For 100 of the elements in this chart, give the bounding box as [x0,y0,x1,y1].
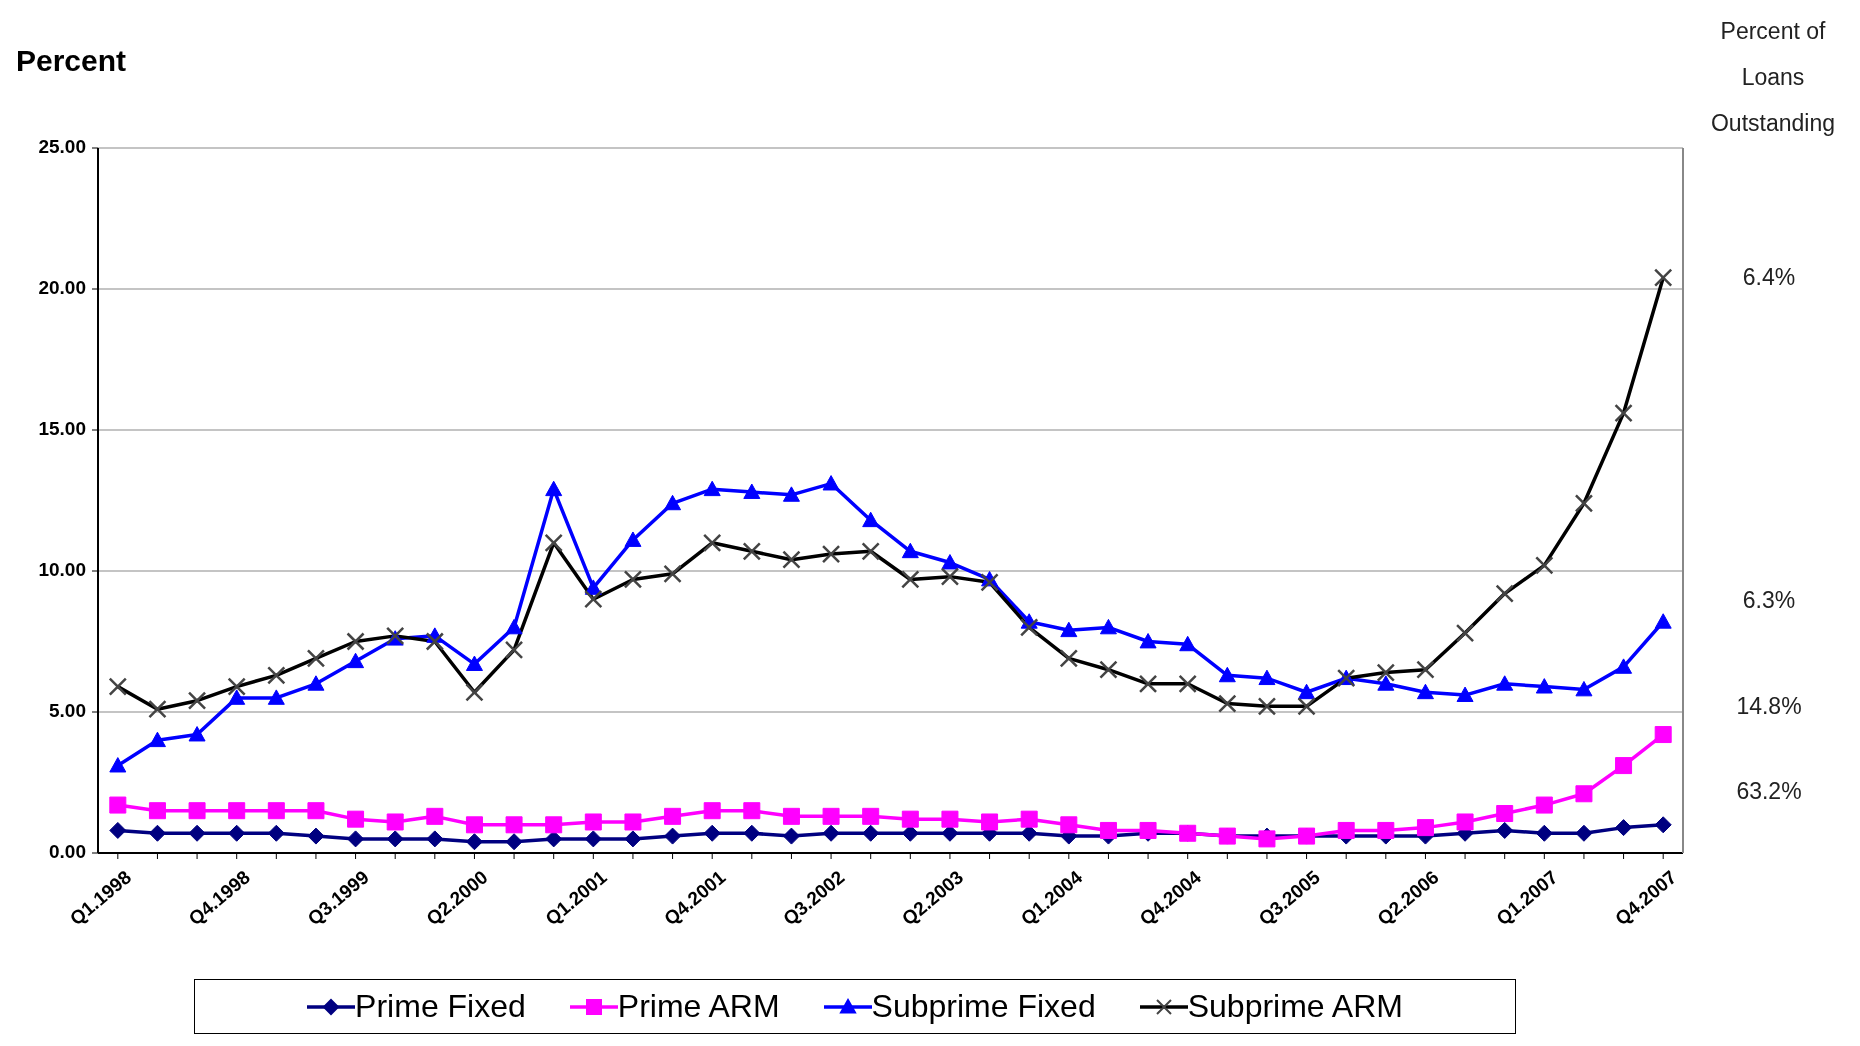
point [505,833,523,851]
point [703,802,721,820]
point [386,813,404,831]
point [743,483,761,499]
point [1615,757,1633,775]
point [1060,816,1078,834]
point [545,830,563,848]
point [1654,726,1672,744]
point [901,810,919,828]
point [941,554,959,570]
point [505,816,523,834]
point [188,824,206,842]
point [1535,824,1553,842]
point [1099,618,1117,635]
point [664,827,682,845]
point [1456,813,1474,831]
point [782,827,800,845]
point [862,511,880,528]
point [1139,633,1157,649]
point [1099,821,1117,839]
text: 63.2% [1735,777,1803,805]
point [228,802,246,820]
point [584,813,602,831]
point [426,830,444,848]
point [782,486,800,502]
point [743,802,761,820]
point [267,802,285,820]
y-tick-label: 15.00 [38,418,86,440]
point [1654,613,1672,629]
point [347,830,365,848]
point [465,833,483,851]
point [109,796,127,814]
point [1258,669,1276,686]
point [426,807,444,825]
point [1496,805,1514,823]
point [307,802,325,820]
point [1377,821,1395,839]
point [1575,785,1593,803]
y-tick-label: 20.00 [38,277,86,299]
point [148,824,166,842]
point [822,807,840,825]
point [1654,816,1672,834]
point [188,802,206,820]
point [505,618,523,635]
point [1377,675,1395,691]
point [109,757,127,773]
legend-label: Prime Fixed [355,988,526,1025]
point [148,802,166,820]
point [822,475,840,491]
text: 6.3% [1741,586,1797,614]
y-tick-label: 0.00 [49,841,86,863]
point [1615,658,1633,674]
point [545,480,563,497]
y-axis-title: Percent [16,44,127,78]
text: 14.8% [1735,692,1803,720]
point [624,813,642,831]
legend-label: Subprime Fixed [871,988,1096,1025]
point [386,830,404,848]
point [862,807,880,825]
point [782,807,800,825]
point [307,827,325,845]
point [228,689,246,705]
point [1337,821,1355,839]
point [1535,796,1553,814]
point [1416,819,1434,837]
point [545,816,563,834]
point [347,810,365,828]
text: 6.4% [1741,263,1797,291]
point [901,542,919,559]
point [862,824,880,842]
point [1496,821,1514,839]
point [267,824,285,842]
point [1179,635,1197,652]
point [664,807,682,825]
point [703,480,721,497]
point [743,824,761,842]
point [1218,666,1236,683]
point [1496,675,1514,691]
point [1535,678,1553,694]
point [822,824,840,842]
point [1575,680,1593,697]
point [1060,621,1078,638]
point [228,824,246,842]
point [981,813,999,831]
y-tick-label: 10.00 [38,559,86,581]
point [584,830,602,848]
legend-label: Subprime ARM [1187,988,1403,1025]
point [703,824,721,842]
point [1298,683,1316,700]
y-tick-label: 25.00 [38,136,86,158]
point [465,816,483,834]
point [1615,819,1633,837]
point [148,731,166,748]
point [624,830,642,848]
legend-label: Prime ARM [617,988,780,1025]
point [307,675,325,691]
point [664,494,682,511]
point [941,810,959,828]
point [1020,810,1038,828]
point [1456,686,1474,702]
